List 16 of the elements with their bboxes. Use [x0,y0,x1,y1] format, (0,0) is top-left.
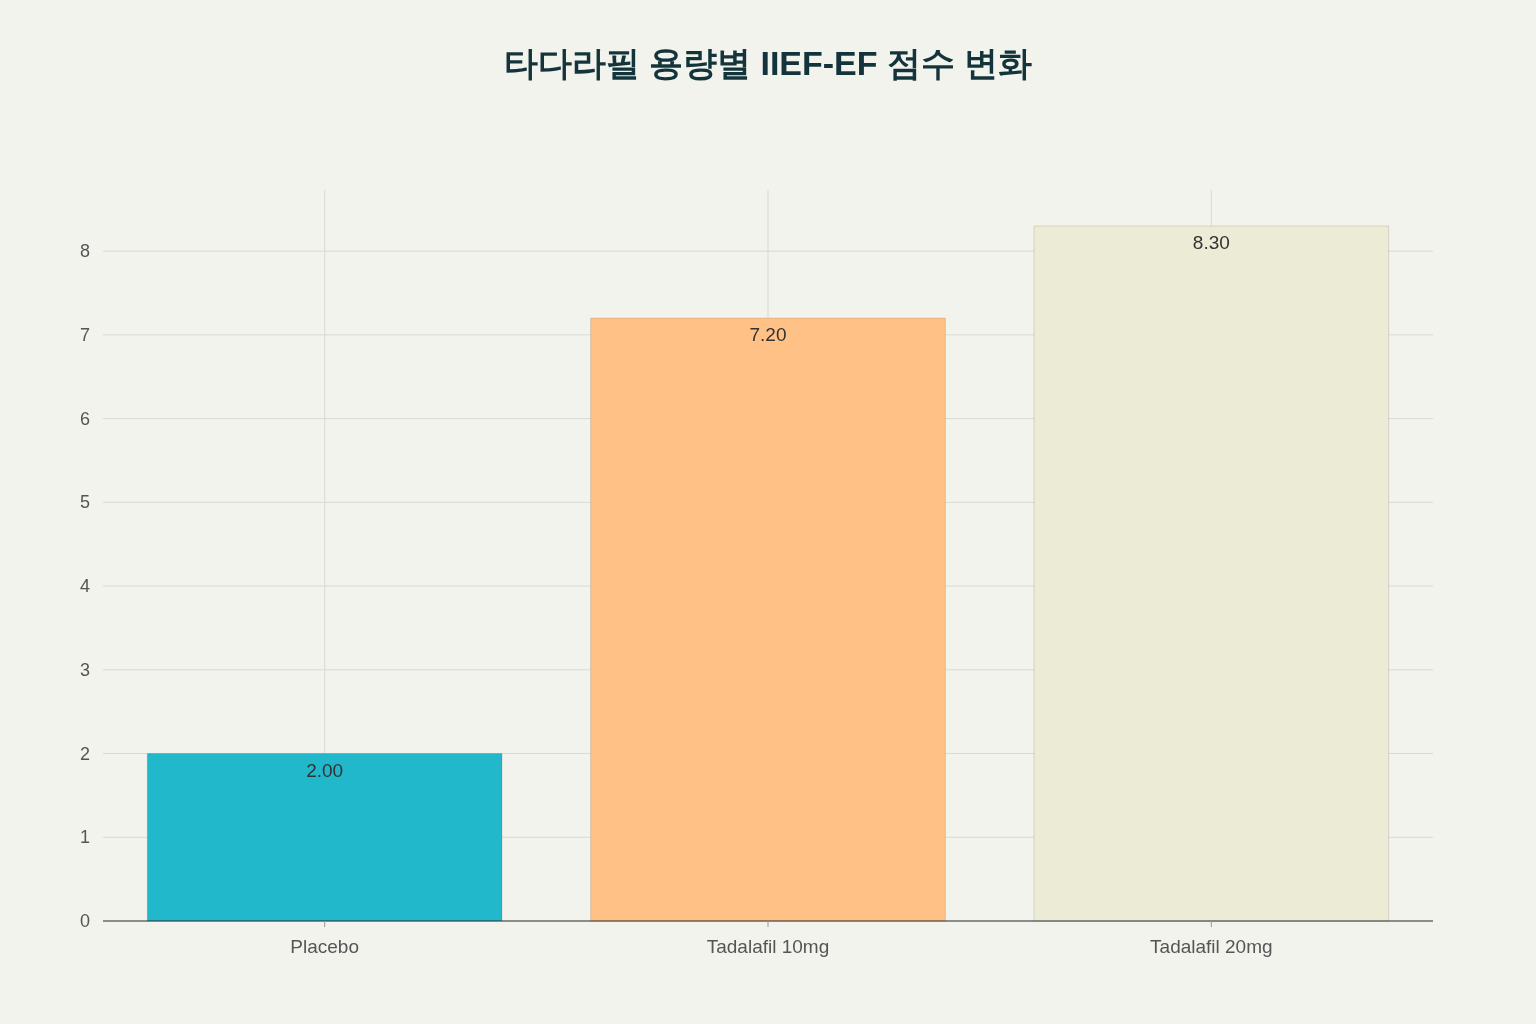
y-tick-label: 7 [79,324,90,345]
data-label: 8.30 [1192,232,1230,254]
y-tick-label: 4 [79,576,90,597]
y-tick-label: 2 [79,743,90,764]
y-tick-label: 0 [79,911,90,931]
data-label: 7.20 [749,324,787,346]
y-tick-label: 5 [79,492,90,513]
y-tick-label: 6 [79,408,90,429]
x-tick-label: Tadalafil 10mg [706,936,830,957]
x-tick-label: Tadalafil 20mg [1150,936,1273,957]
y-tick-label: 3 [79,659,90,680]
chart-title: 타다라필 용량별 IIEF-EF 점수 변화 [503,44,1033,82]
data-label: 2.00 [306,759,344,781]
y-tick-label: 1 [79,827,90,848]
x-tick-label: Placebo [290,936,359,957]
y-tick-label: 8 [79,241,90,262]
